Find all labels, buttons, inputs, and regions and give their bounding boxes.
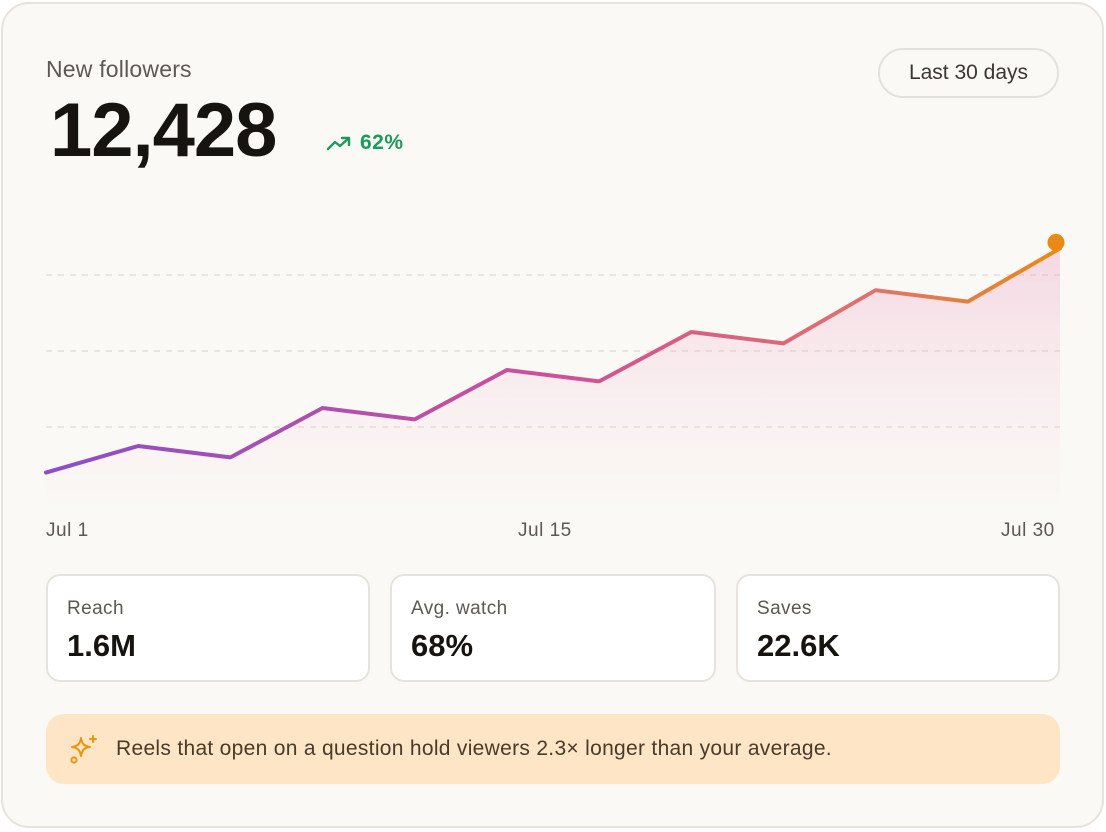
stat-card-reach: Reach 1.6M: [46, 574, 370, 682]
chart-endpoint-marker: [1047, 233, 1065, 251]
followers-line-chart: [44, 233, 1065, 503]
insight-text: Reels that open on a question hold viewe…: [116, 737, 832, 760]
stat-value: 1.6M: [67, 628, 136, 663]
date-range-button[interactable]: Last 30 days: [878, 48, 1059, 98]
sparkles-icon: [70, 735, 97, 764]
stat-label: Saves: [757, 598, 812, 619]
stat-card-saves: Saves 22.6K: [736, 574, 1060, 682]
card-title: New followers: [46, 56, 192, 82]
stat-card-avg-watch: Avg. watch 68%: [390, 574, 716, 682]
trending-up-icon: [326, 136, 351, 151]
stat-label: Avg. watch: [411, 598, 508, 619]
stat-label: Reach: [67, 598, 124, 619]
x-tick-label: Jul 15: [518, 520, 572, 541]
growth-value: 62%: [360, 131, 404, 154]
x-tick-label: Jul 30: [1001, 520, 1055, 541]
x-tick-label: Jul 1: [46, 520, 89, 541]
insight-banner: Reels that open on a question hold viewe…: [46, 714, 1060, 784]
stat-value: 22.6K: [757, 628, 840, 663]
followers-total: 12,428: [50, 88, 277, 173]
stat-value: 68%: [411, 628, 474, 663]
chart-series-line: [44, 246, 1062, 475]
growth-badge: 62%: [326, 131, 404, 155]
